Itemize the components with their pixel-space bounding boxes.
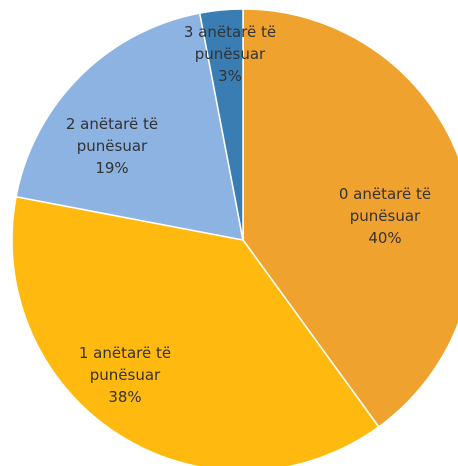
pie-slice — [242, 8, 458, 428]
category-label: 0 anëtarë të punësuar — [338, 185, 432, 225]
slice-label: 1 anëtarë të punësuar 38% — [65, 342, 185, 408]
category-label: 2 anëtarë të punësuar — [65, 115, 159, 155]
value-label: 3% — [218, 67, 242, 85]
pie-slice — [15, 12, 244, 241]
category-label: 3 anëtarë të punësuar — [183, 23, 277, 63]
category-label: 1 anëtarë të punësuar — [78, 344, 172, 384]
pie-slice — [11, 195, 380, 466]
slice-label: 0 anëtarë të punësuar 40% — [325, 183, 445, 249]
slice-label: 2 anëtarë të punësuar 19% — [52, 113, 172, 179]
value-label: 19% — [95, 159, 129, 177]
pie-slice — [198, 8, 244, 241]
slice-label: 3 anëtarë të punësuar 3% — [170, 21, 290, 87]
value-label: 38% — [108, 388, 142, 406]
value-label: 40% — [368, 229, 402, 247]
